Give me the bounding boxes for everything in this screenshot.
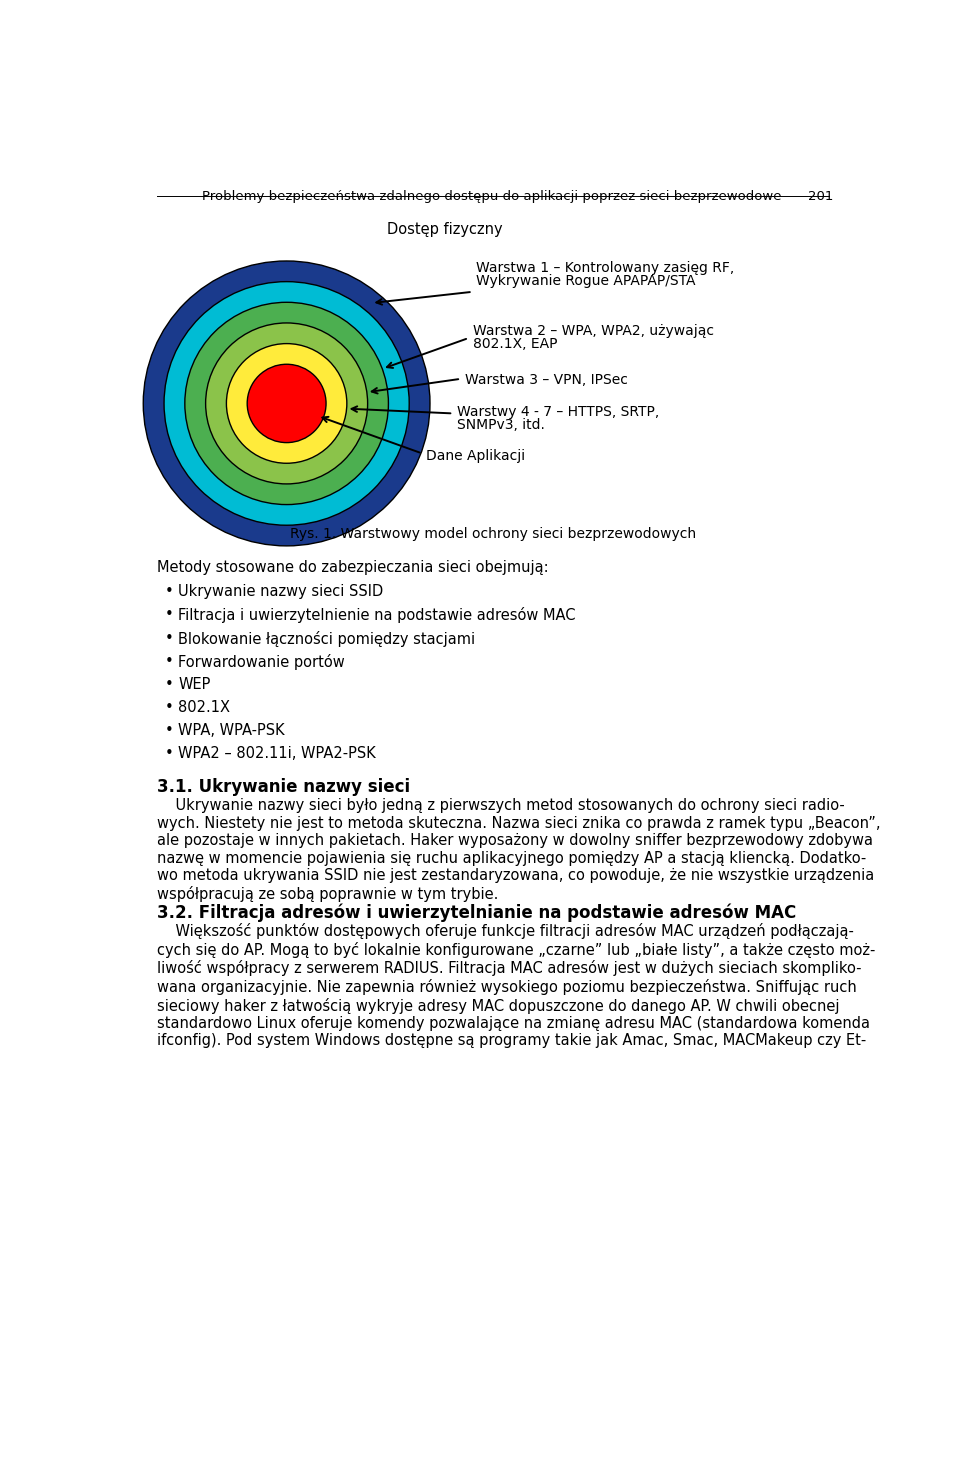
Text: •: • — [165, 723, 174, 737]
Text: •: • — [165, 654, 174, 668]
Text: Większość punktów dostępowych oferuje funkcje filtracji adresów MAC urządzeń pod: Większość punktów dostępowych oferuje fu… — [157, 923, 876, 1049]
Text: WPA, WPA-PSK: WPA, WPA-PSK — [179, 723, 285, 737]
Text: •: • — [165, 699, 174, 715]
Text: 3.1. Ukrywanie nazwy sieci: 3.1. Ukrywanie nazwy sieci — [157, 779, 410, 796]
Text: 802.1X: 802.1X — [179, 699, 230, 715]
Text: Rys. 1. Warstwowy model ochrony sieci bezprzewodowych: Rys. 1. Warstwowy model ochrony sieci be… — [291, 526, 697, 541]
Text: Dostęp fizyczny: Dostęp fizyczny — [388, 222, 503, 238]
Text: Warstwy 4 - 7 – HTTPS, SRTP,: Warstwy 4 - 7 – HTTPS, SRTP, — [457, 405, 660, 419]
Circle shape — [143, 261, 430, 546]
Text: •: • — [165, 630, 174, 645]
Text: Warstwa 1 – Kontrolowany zasięg RF,: Warstwa 1 – Kontrolowany zasięg RF, — [476, 261, 734, 275]
Text: 201: 201 — [807, 190, 833, 203]
Text: WPA2 – 802.11i, WPA2-PSK: WPA2 – 802.11i, WPA2-PSK — [179, 746, 376, 761]
Text: 3.2. Filtracja adresów i uwierzytelnianie na podstawie adresów MAC: 3.2. Filtracja adresów i uwierzytelniani… — [157, 903, 797, 921]
Text: •: • — [165, 746, 174, 761]
Text: •: • — [165, 608, 174, 623]
Circle shape — [247, 364, 326, 442]
Text: Wykrywanie Rogue APAPAP/STA: Wykrywanie Rogue APAPAP/STA — [476, 275, 696, 288]
Text: Forwardowanie portów: Forwardowanie portów — [179, 654, 345, 670]
Circle shape — [227, 344, 347, 463]
Text: WEP: WEP — [179, 677, 210, 692]
Circle shape — [185, 303, 389, 504]
Text: Ukrywanie nazwy sieci SSID: Ukrywanie nazwy sieci SSID — [179, 585, 383, 599]
Text: Filtracja i uwierzytelnienie na podstawie adresów MAC: Filtracja i uwierzytelnienie na podstawi… — [179, 608, 576, 623]
Text: Metody stosowane do zabezpieczania sieci obejmują:: Metody stosowane do zabezpieczania sieci… — [157, 560, 549, 574]
Text: Warstwa 3 – VPN, IPSec: Warstwa 3 – VPN, IPSec — [465, 373, 628, 388]
Text: •: • — [165, 585, 174, 599]
Text: Blokowanie łączności pomiędzy stacjami: Blokowanie łączności pomiędzy stacjami — [179, 630, 475, 646]
Text: •: • — [165, 677, 174, 692]
Circle shape — [205, 323, 368, 483]
Text: 802.1X, EAP: 802.1X, EAP — [472, 338, 557, 351]
Text: SNMPv3, itd.: SNMPv3, itd. — [457, 419, 545, 432]
Text: Warstwa 2 – WPA, WPA2, używając: Warstwa 2 – WPA, WPA2, używając — [472, 325, 713, 338]
Circle shape — [164, 282, 409, 526]
Text: Problemy bezpieczeństwa zdalnego dostępu do aplikacji poprzez sieci bezprzewodow: Problemy bezpieczeństwa zdalnego dostępu… — [203, 190, 781, 203]
Text: Dane Aplikacji: Dane Aplikacji — [426, 450, 525, 463]
Text: Ukrywanie nazwy sieci było jedną z pierwszych metod stosowanych do ochrony sieci: Ukrywanie nazwy sieci było jedną z pierw… — [157, 799, 880, 902]
